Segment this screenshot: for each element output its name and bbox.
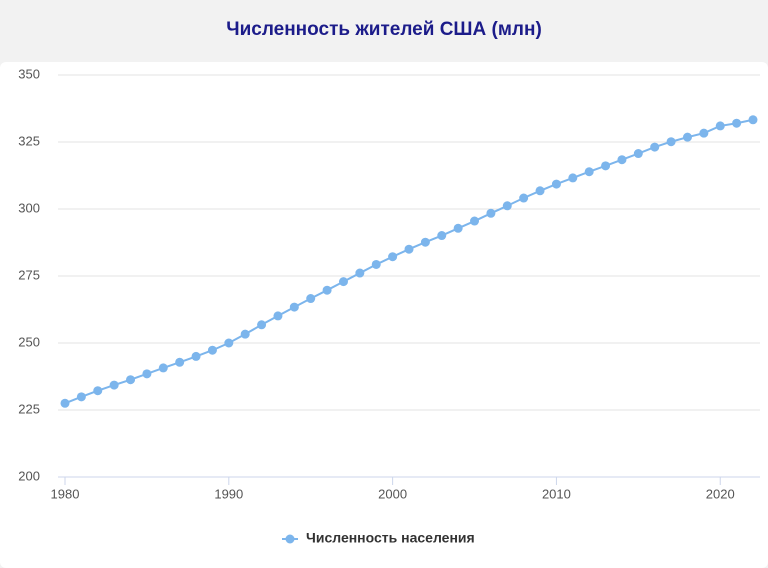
- point: [601, 161, 611, 171]
- point: [93, 386, 103, 396]
- point: [207, 345, 217, 355]
- point: [126, 375, 136, 385]
- point: [748, 115, 758, 125]
- legend-label: Численность населения: [306, 530, 475, 546]
- point: [486, 208, 496, 218]
- point: [109, 380, 119, 390]
- point: [142, 369, 152, 379]
- point: [371, 259, 381, 269]
- point: [584, 167, 594, 177]
- y-tick-label: 250: [18, 334, 40, 349]
- point: [191, 351, 201, 361]
- chart-title: Численность жителей США (млн): [226, 19, 542, 40]
- point: [535, 186, 545, 196]
- chart-panel: [0, 62, 768, 568]
- point: [388, 252, 398, 262]
- point: [240, 329, 250, 339]
- point: [666, 137, 676, 147]
- y-tick-label: 350: [18, 66, 40, 81]
- point: [617, 155, 627, 165]
- point: [453, 223, 463, 233]
- point: [633, 149, 643, 159]
- y-tick-label: 275: [18, 267, 40, 282]
- x-tick-label: 1980: [51, 486, 80, 501]
- point: [60, 398, 70, 408]
- point: [289, 302, 299, 312]
- y-tick-label: 300: [18, 200, 40, 215]
- point: [732, 118, 742, 128]
- point: [699, 128, 709, 138]
- point: [257, 320, 267, 330]
- point: [76, 392, 86, 402]
- x-tick-label: 1990: [214, 486, 243, 501]
- point: [551, 179, 561, 189]
- point: [273, 311, 283, 321]
- point: [404, 244, 414, 254]
- point: [682, 132, 692, 142]
- point: [437, 231, 447, 241]
- point: [158, 363, 168, 373]
- point: [322, 285, 332, 295]
- point: [175, 357, 185, 367]
- x-tick-label: 2000: [378, 486, 407, 501]
- point: [519, 193, 529, 203]
- x-tick-label: 2010: [542, 486, 571, 501]
- point: [568, 173, 578, 183]
- legend-symbol: [285, 534, 295, 544]
- point: [650, 142, 660, 152]
- point: [355, 268, 365, 278]
- y-tick-label: 325: [18, 133, 40, 148]
- point: [470, 216, 480, 226]
- point: [224, 338, 234, 348]
- point: [306, 294, 316, 304]
- point: [338, 277, 348, 287]
- y-tick-label: 225: [18, 401, 40, 416]
- x-tick-label: 2020: [706, 486, 735, 501]
- point: [420, 237, 430, 247]
- y-tick-label: 200: [18, 468, 40, 483]
- point: [715, 121, 725, 131]
- point: [502, 201, 512, 211]
